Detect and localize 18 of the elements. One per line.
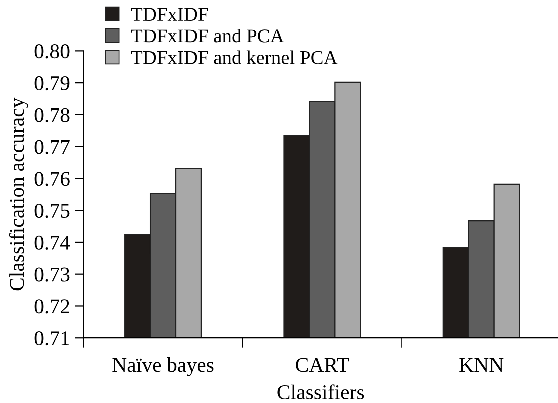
x-axis-title: Classifiers (278, 384, 364, 400)
legend-label: TDFxIDF and PCA (131, 29, 284, 43)
y-tick-label: 0.71 (34, 331, 70, 346)
y-tick-label: 0.73 (34, 268, 70, 282)
y-tick-label: 0.74 (34, 236, 70, 250)
y-tick-label: 0.75 (34, 204, 70, 218)
x-tick-label: KNN (460, 358, 504, 372)
y-tick-label: 0.79 (34, 76, 70, 91)
y-tick-label: 0.78 (34, 108, 70, 122)
y-tick-label: 0.80 (34, 44, 70, 59)
y-axis-title: Classification accuracy (9, 98, 28, 291)
legend-label: TDFxIDF (131, 8, 208, 21)
y-tick-label: 0.77 (34, 140, 70, 154)
legend-label: TDFxIDF and kernel PCA (131, 50, 338, 64)
y-tick-label: 0.76 (34, 172, 70, 186)
x-tick-label: CART (296, 358, 350, 372)
x-tick-label: Naïve bayes (112, 358, 214, 377)
y-tick-label: 0.72 (34, 300, 70, 314)
